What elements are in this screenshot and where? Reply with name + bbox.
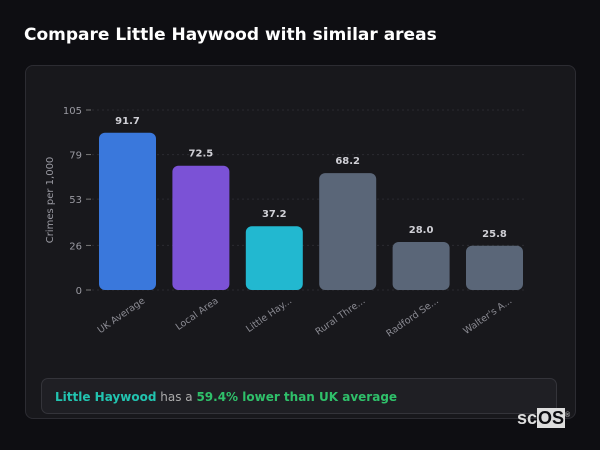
bar [99, 132, 156, 290]
y-axis-label: Crimes per 1,000 [45, 157, 56, 244]
x-tick-label: UK Average [96, 295, 148, 336]
data-label: 91.7 [115, 116, 140, 127]
bar [392, 242, 450, 290]
x-tick-label: Local Area [174, 295, 221, 332]
watermark-logo: scOS® [517, 408, 570, 429]
summary-text: has a [156, 390, 197, 404]
data-label: 28.0 [409, 225, 434, 236]
x-tick-label: Radford Se... [384, 295, 440, 339]
x-tick-label: Little Hay... [244, 295, 294, 335]
wm-mark: ® [565, 412, 571, 419]
wm-os: OS [537, 408, 566, 428]
page-title: Compare Little Haywood with similar area… [24, 25, 437, 45]
bar [245, 226, 303, 290]
summary-comparison: 59.4% lower than UK average [196, 390, 398, 404]
bar-chart: Crimes per 1,000 0 26 53 79 105 91.7 72.5 37.2 6… [45, 106, 525, 340]
data-label: 68.2 [335, 156, 360, 167]
x-tick-label: Rural Thre... [314, 295, 368, 337]
bar [172, 165, 230, 290]
y-tick-label: 79 [69, 151, 82, 162]
bar [466, 245, 523, 290]
bar [319, 173, 377, 290]
x-tick-label: Walter's A... [461, 295, 514, 337]
y-tick-label: 105 [63, 106, 82, 117]
data-label: 25.8 [482, 229, 507, 240]
y-tick-label: 0 [76, 286, 82, 297]
y-tick-label: 53 [69, 195, 82, 206]
data-label: 72.5 [189, 149, 214, 160]
wm-sc: sc [517, 408, 538, 428]
summary-box: Little Haywood has a 59.4% lower than UK… [41, 378, 557, 414]
data-label: 37.2 [262, 209, 287, 220]
summary-area: Little Haywood [55, 390, 157, 404]
y-tick-label: 26 [69, 241, 82, 252]
